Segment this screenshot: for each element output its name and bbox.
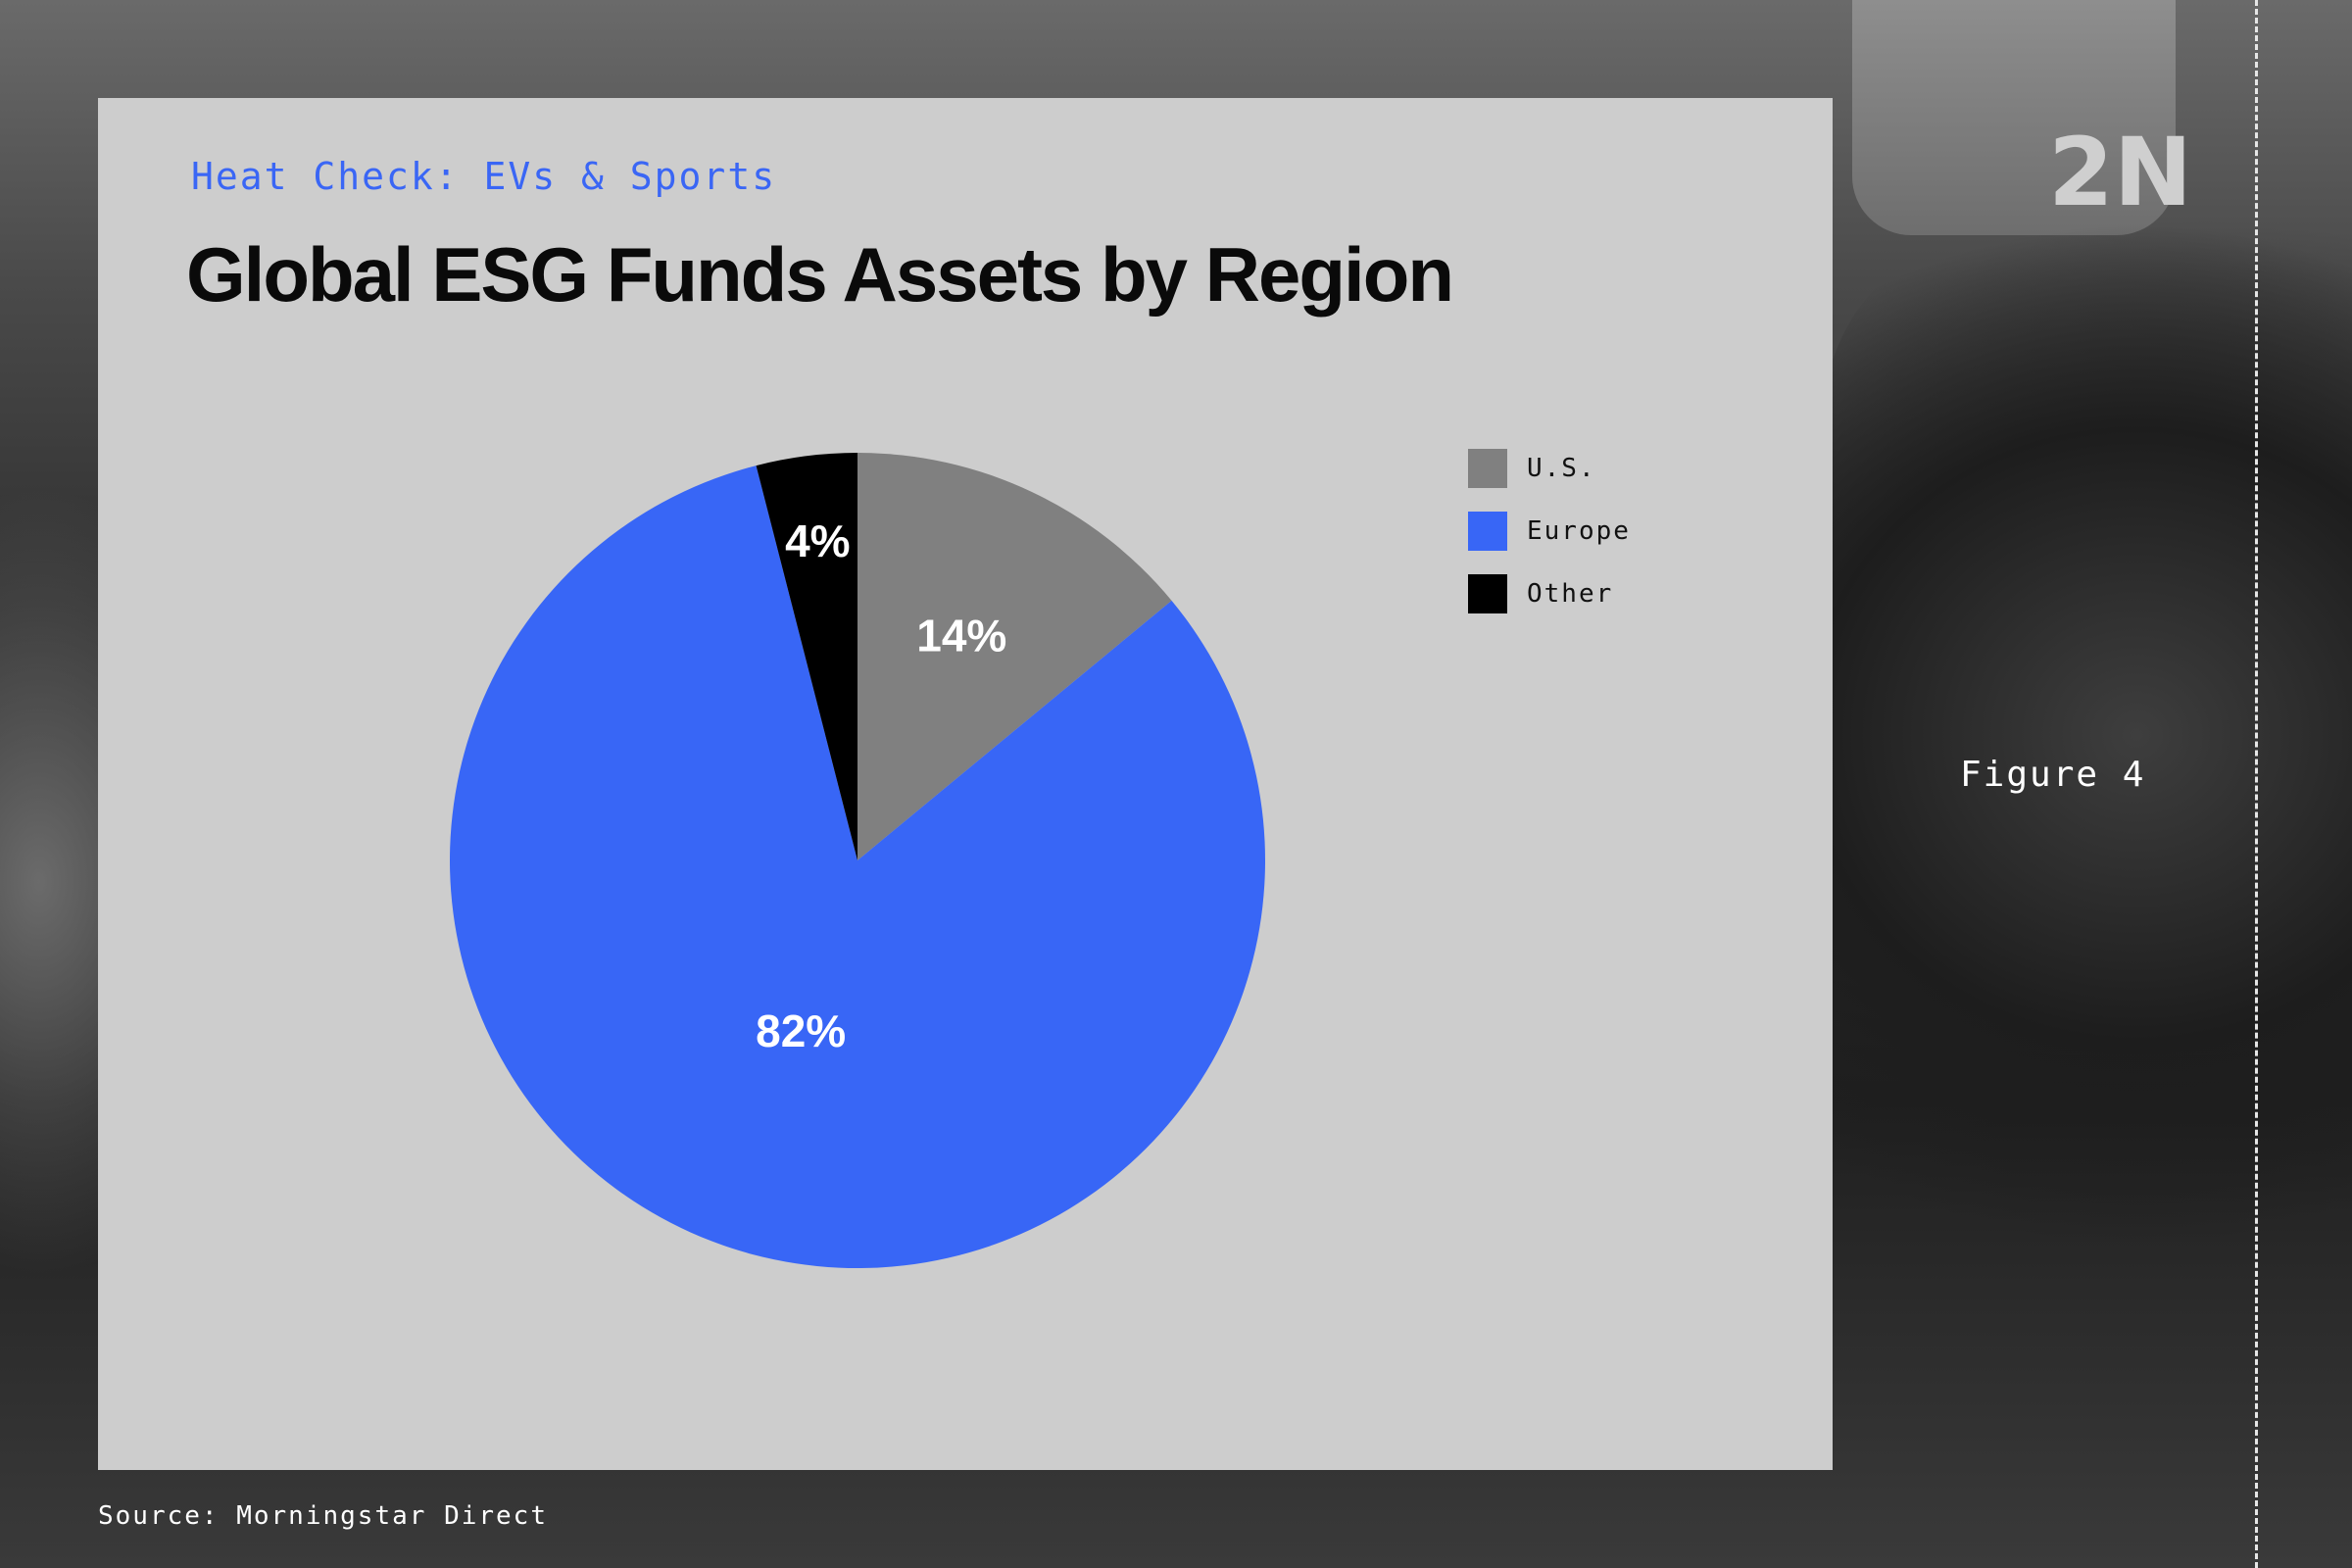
legend-item: Other: [1468, 574, 1631, 613]
pie-chart: 14% 82% 4%: [450, 453, 1265, 1268]
legend-item: U.S.: [1468, 449, 1631, 488]
legend-label: Europe: [1527, 516, 1631, 546]
slice-label: 4%: [785, 515, 850, 566]
legend-swatch: [1468, 574, 1507, 613]
pie-slice-u-s: [858, 453, 1172, 860]
legend-label: Other: [1527, 579, 1614, 609]
slice-label: 82%: [756, 1005, 846, 1056]
background-parking-sign: [1852, 0, 2176, 235]
pie-slice-europe: [450, 466, 1265, 1268]
chart-legend: U.S. Europe Other: [1468, 449, 1631, 637]
source-note: Source: Morningstar Direct: [98, 1501, 548, 1531]
legend-label: U.S.: [1527, 454, 1596, 483]
legend-item: Europe: [1468, 512, 1631, 551]
chart-title: Global ESG Funds Assets by Region: [186, 231, 1454, 318]
legend-swatch: [1468, 449, 1507, 488]
figure-label: Figure 4: [1960, 755, 2146, 795]
dashed-divider: [2255, 0, 2258, 1568]
kicker-title: Heat Check: EVs & Sports: [191, 155, 777, 198]
chart-panel: Heat Check: EVs & Sports Global ESG Fund…: [98, 98, 1833, 1470]
legend-swatch: [1468, 512, 1507, 551]
background-sign-text: 2N: [2048, 118, 2193, 227]
background-car: [1823, 225, 2352, 1303]
pie-slice-other: [756, 453, 858, 860]
slice-label: 14%: [916, 610, 1006, 661]
